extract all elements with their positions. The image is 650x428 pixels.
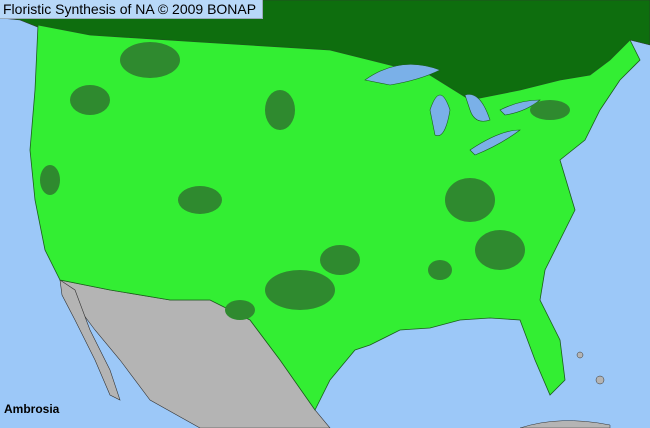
baja-california	[59, 279, 121, 401]
dark-county-patches	[40, 42, 570, 320]
caribbean-islands	[519, 351, 611, 428]
united-states-region	[29, 24, 641, 411]
great-lakes	[364, 64, 541, 156]
map-title: Floristic Synthesis of NA © 2009 BONAP	[0, 0, 264, 19]
taxon-label: Ambrosia	[4, 402, 60, 416]
